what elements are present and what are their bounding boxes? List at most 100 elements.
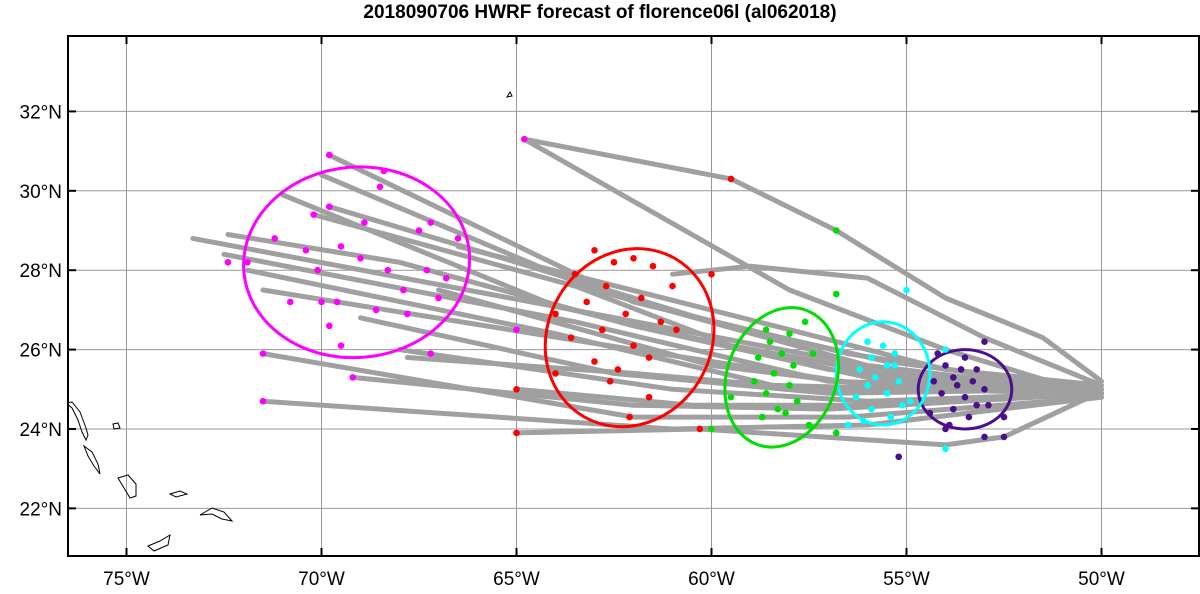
- position-day1: [969, 378, 977, 385]
- track-line-14: [521, 136, 1104, 384]
- axis-ticks: 75°W 70°W 65°W 60°W 55°W 50°W 22°N 24°N 26°N 28°N…: [20, 36, 1199, 590]
- position-day2: [864, 338, 871, 345]
- position-day5: [244, 258, 251, 266]
- position-day5: [224, 258, 232, 266]
- position-day5: [443, 274, 450, 282]
- y-tick-label: 28°N: [20, 261, 62, 282]
- position-day1: [961, 393, 969, 401]
- position-day3: [727, 393, 735, 401]
- position-day1: [953, 382, 961, 389]
- position-day4: [645, 354, 653, 361]
- position-day5: [513, 326, 520, 334]
- position-day1: [981, 433, 988, 441]
- position-day2: [891, 350, 899, 357]
- position-day2: [907, 397, 914, 405]
- position-day1: [934, 350, 941, 357]
- position-day2: [903, 286, 910, 294]
- position-day5: [349, 374, 357, 381]
- position-day1: [961, 354, 969, 361]
- track-line-18: [514, 386, 1104, 408]
- position-day2: [864, 382, 871, 389]
- map-frame: [67, 35, 1200, 557]
- position-day4: [696, 425, 704, 433]
- position-day2: [942, 346, 949, 353]
- position-day5: [337, 243, 345, 250]
- position-day4: [630, 342, 637, 349]
- position-day4: [708, 270, 715, 278]
- y-tick-label: 30°N: [20, 182, 62, 203]
- position-day5: [372, 306, 380, 314]
- position-day5: [427, 350, 435, 357]
- position-day4: [669, 282, 676, 290]
- position-day5: [404, 310, 411, 318]
- position-day4: [567, 334, 575, 341]
- y-tick-label: 26°N: [20, 341, 62, 362]
- position-day4: [513, 429, 520, 437]
- position-day5: [521, 135, 528, 143]
- position-day5: [259, 350, 267, 357]
- position-day4: [513, 385, 520, 393]
- position-day5: [423, 266, 431, 274]
- position-day4: [591, 358, 598, 365]
- position-day1: [1000, 433, 1008, 441]
- position-day2: [891, 362, 899, 369]
- position-day4: [727, 175, 735, 183]
- position-day5: [337, 342, 345, 349]
- position-day2: [872, 374, 879, 381]
- track-line-9: [397, 347, 1104, 404]
- position-day5: [314, 266, 321, 274]
- map-title: 2018090706 HWRF forecast of florence06l …: [363, 2, 837, 23]
- position-day3: [805, 421, 813, 429]
- track-line-15: [670, 263, 1104, 388]
- x-tick-label: 55°W: [883, 569, 930, 590]
- position-day4: [614, 366, 622, 373]
- position-day3: [809, 350, 817, 357]
- position-day3: [833, 290, 840, 298]
- ellipse-day4: [543, 247, 716, 429]
- position-day1: [965, 413, 973, 421]
- position-day5: [318, 298, 325, 306]
- position-day1: [981, 385, 988, 393]
- track-line-13: [514, 390, 1101, 448]
- position-day5: [380, 167, 388, 175]
- coastline-islands: [68, 90, 513, 552]
- position-day5: [361, 219, 368, 226]
- position-day4: [673, 326, 680, 334]
- position-day2: [895, 378, 902, 385]
- x-tick-label: 50°W: [1078, 569, 1125, 590]
- position-day1: [942, 425, 949, 433]
- position-day2: [879, 342, 887, 349]
- position-day5: [326, 151, 333, 159]
- position-day4: [622, 310, 629, 318]
- position-day5: [357, 254, 364, 262]
- position-day3: [770, 370, 778, 377]
- position-day2: [860, 417, 867, 425]
- ellipse-day1: [916, 348, 1014, 431]
- position-day2: [852, 393, 860, 401]
- position-day1: [950, 374, 957, 381]
- position-day5: [259, 397, 267, 405]
- position-day2: [856, 366, 863, 373]
- position-day1: [950, 405, 957, 413]
- position-day2: [887, 413, 895, 421]
- position-day4: [583, 298, 590, 306]
- position-day1: [942, 362, 949, 369]
- position-day4: [599, 326, 606, 334]
- position-day3: [833, 227, 840, 234]
- position-day2: [868, 405, 875, 413]
- position-day2: [883, 362, 891, 369]
- position-day1: [957, 366, 965, 373]
- position-day3: [833, 429, 840, 437]
- position-day5: [333, 298, 341, 306]
- position-day2: [942, 445, 949, 453]
- position-day3: [766, 338, 774, 345]
- position-day3: [778, 350, 785, 357]
- position-day5: [287, 298, 294, 306]
- ellipse-day2: [834, 320, 932, 427]
- position-day4: [552, 370, 559, 377]
- x-tick-label: 70°W: [298, 569, 345, 590]
- position-day5: [384, 266, 392, 274]
- position-day2: [883, 389, 891, 397]
- track-line-0: [521, 136, 1104, 400]
